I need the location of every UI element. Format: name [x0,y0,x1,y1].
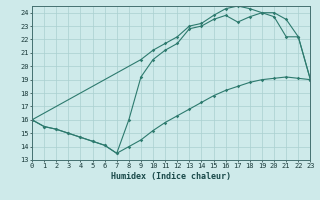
X-axis label: Humidex (Indice chaleur): Humidex (Indice chaleur) [111,172,231,181]
